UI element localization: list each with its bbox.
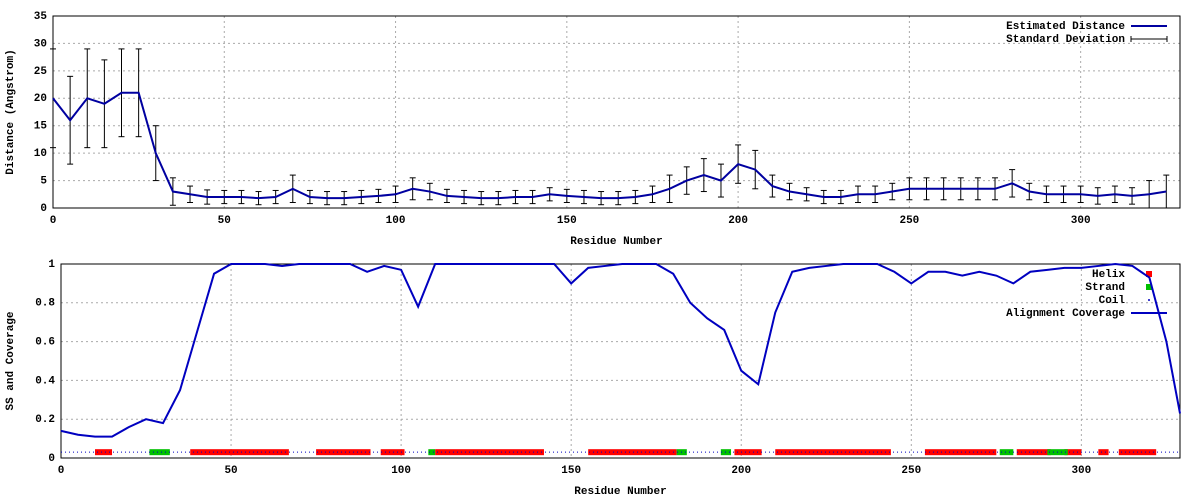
x-tick-label: 300: [1071, 465, 1091, 477]
ss-segment: [734, 449, 762, 456]
distance-line: [52, 91, 1167, 200]
ss-segment: [1098, 449, 1109, 456]
y-tick-label: 0: [40, 203, 47, 215]
coverage-line: [60, 262, 1181, 438]
ss-segment: [149, 449, 170, 456]
legend-label: Estimated Distance: [1006, 21, 1125, 33]
error-bar: [1163, 174, 1170, 209]
ss-segment: [428, 449, 436, 456]
y-tick-label: 1: [48, 259, 55, 271]
legend-swatch: [1148, 299, 1150, 301]
legend-swatch: [1146, 284, 1152, 290]
y-tick-label: 0.6: [35, 337, 55, 349]
ss-segment: [316, 449, 371, 456]
legend-label: Coil: [1099, 295, 1126, 307]
ss-segment: [588, 449, 677, 456]
ss-segment: [95, 449, 113, 456]
legend-label: Standard Deviation: [1006, 34, 1125, 46]
x-tick-label: 0: [50, 215, 57, 227]
plot-frame: [60, 263, 1181, 459]
y-tick-label: 0.4: [35, 375, 55, 387]
x-axis-title: Residue Number: [570, 236, 662, 248]
y-tick-label: 0: [48, 453, 55, 465]
x-tick-label: 200: [728, 215, 748, 227]
y-tick-label: 0.8: [35, 298, 55, 310]
ss-segment: [999, 449, 1014, 456]
x-tick-label: 250: [899, 215, 919, 227]
x-tick-label: 100: [386, 215, 406, 227]
x-tick-label: 50: [218, 215, 231, 227]
y-axis-title: SS and Coverage: [5, 311, 17, 410]
y-tick-label: 25: [34, 66, 48, 78]
y-tick-label: 35: [34, 11, 48, 23]
ss-segment: [190, 449, 289, 456]
legend-label: Helix: [1092, 269, 1125, 281]
legend-label: Strand: [1085, 282, 1125, 294]
y-tick-label: 5: [40, 175, 47, 187]
ss-segment: [1064, 449, 1082, 456]
y-tick-label: 0.2: [35, 414, 55, 426]
y-tick-label: 15: [34, 121, 48, 133]
x-axis-title: Residue Number: [574, 486, 666, 498]
legend-swatch: [1146, 271, 1152, 277]
x-tick-label: 0: [58, 465, 65, 477]
legend-label: Alignment Coverage: [1006, 308, 1125, 320]
x-tick-label: 250: [901, 465, 921, 477]
x-tick-label: 150: [557, 215, 577, 227]
ss-segment: [380, 449, 405, 456]
x-tick-label: 300: [1071, 215, 1091, 227]
y-tick-label: 20: [34, 93, 47, 105]
ss-segment: [924, 449, 997, 456]
y-tick-label: 30: [34, 38, 47, 50]
x-tick-label: 200: [731, 465, 751, 477]
y-axis-title: Distance (Angstrom): [5, 49, 17, 174]
x-tick-label: 150: [561, 465, 581, 477]
y-tick-label: 10: [34, 148, 47, 160]
x-tick-label: 100: [391, 465, 411, 477]
x-tick-label: 50: [224, 465, 237, 477]
